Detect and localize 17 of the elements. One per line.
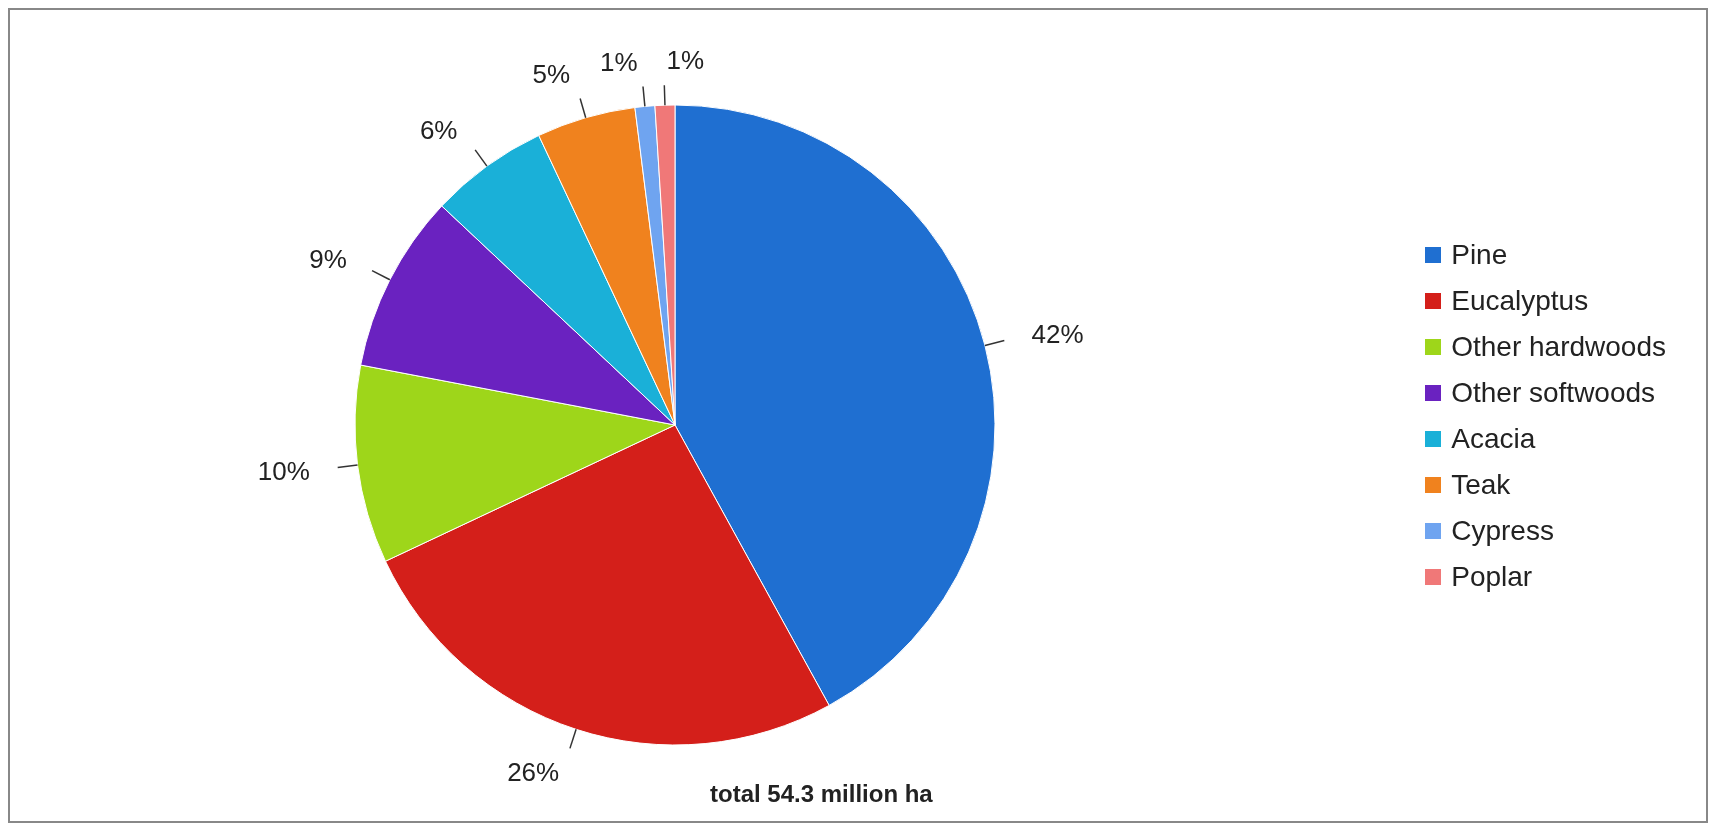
data-label: 26% [507,757,560,788]
legend-label: Eucalyptus [1451,284,1589,317]
legend-label: Pine [1451,238,1508,271]
legend-label: Acacia [1451,422,1536,455]
legend-label: Other softwoods [1451,376,1656,409]
data-label: 6% [419,114,458,145]
legend-label: Cypress [1451,514,1554,547]
data-label: 42% [1031,319,1084,350]
legend-label: Teak [1451,468,1511,501]
data-label: 5% [532,59,571,90]
legend-label: Poplar [1451,560,1533,593]
data-label: 1% [600,46,638,77]
text: total 54.3 million ha [710,780,933,808]
legend-label: Other hardwoods [1451,330,1666,363]
data-label: 1% [666,45,705,76]
data-label: 9% [309,244,347,275]
data-label: 10% [257,455,310,486]
